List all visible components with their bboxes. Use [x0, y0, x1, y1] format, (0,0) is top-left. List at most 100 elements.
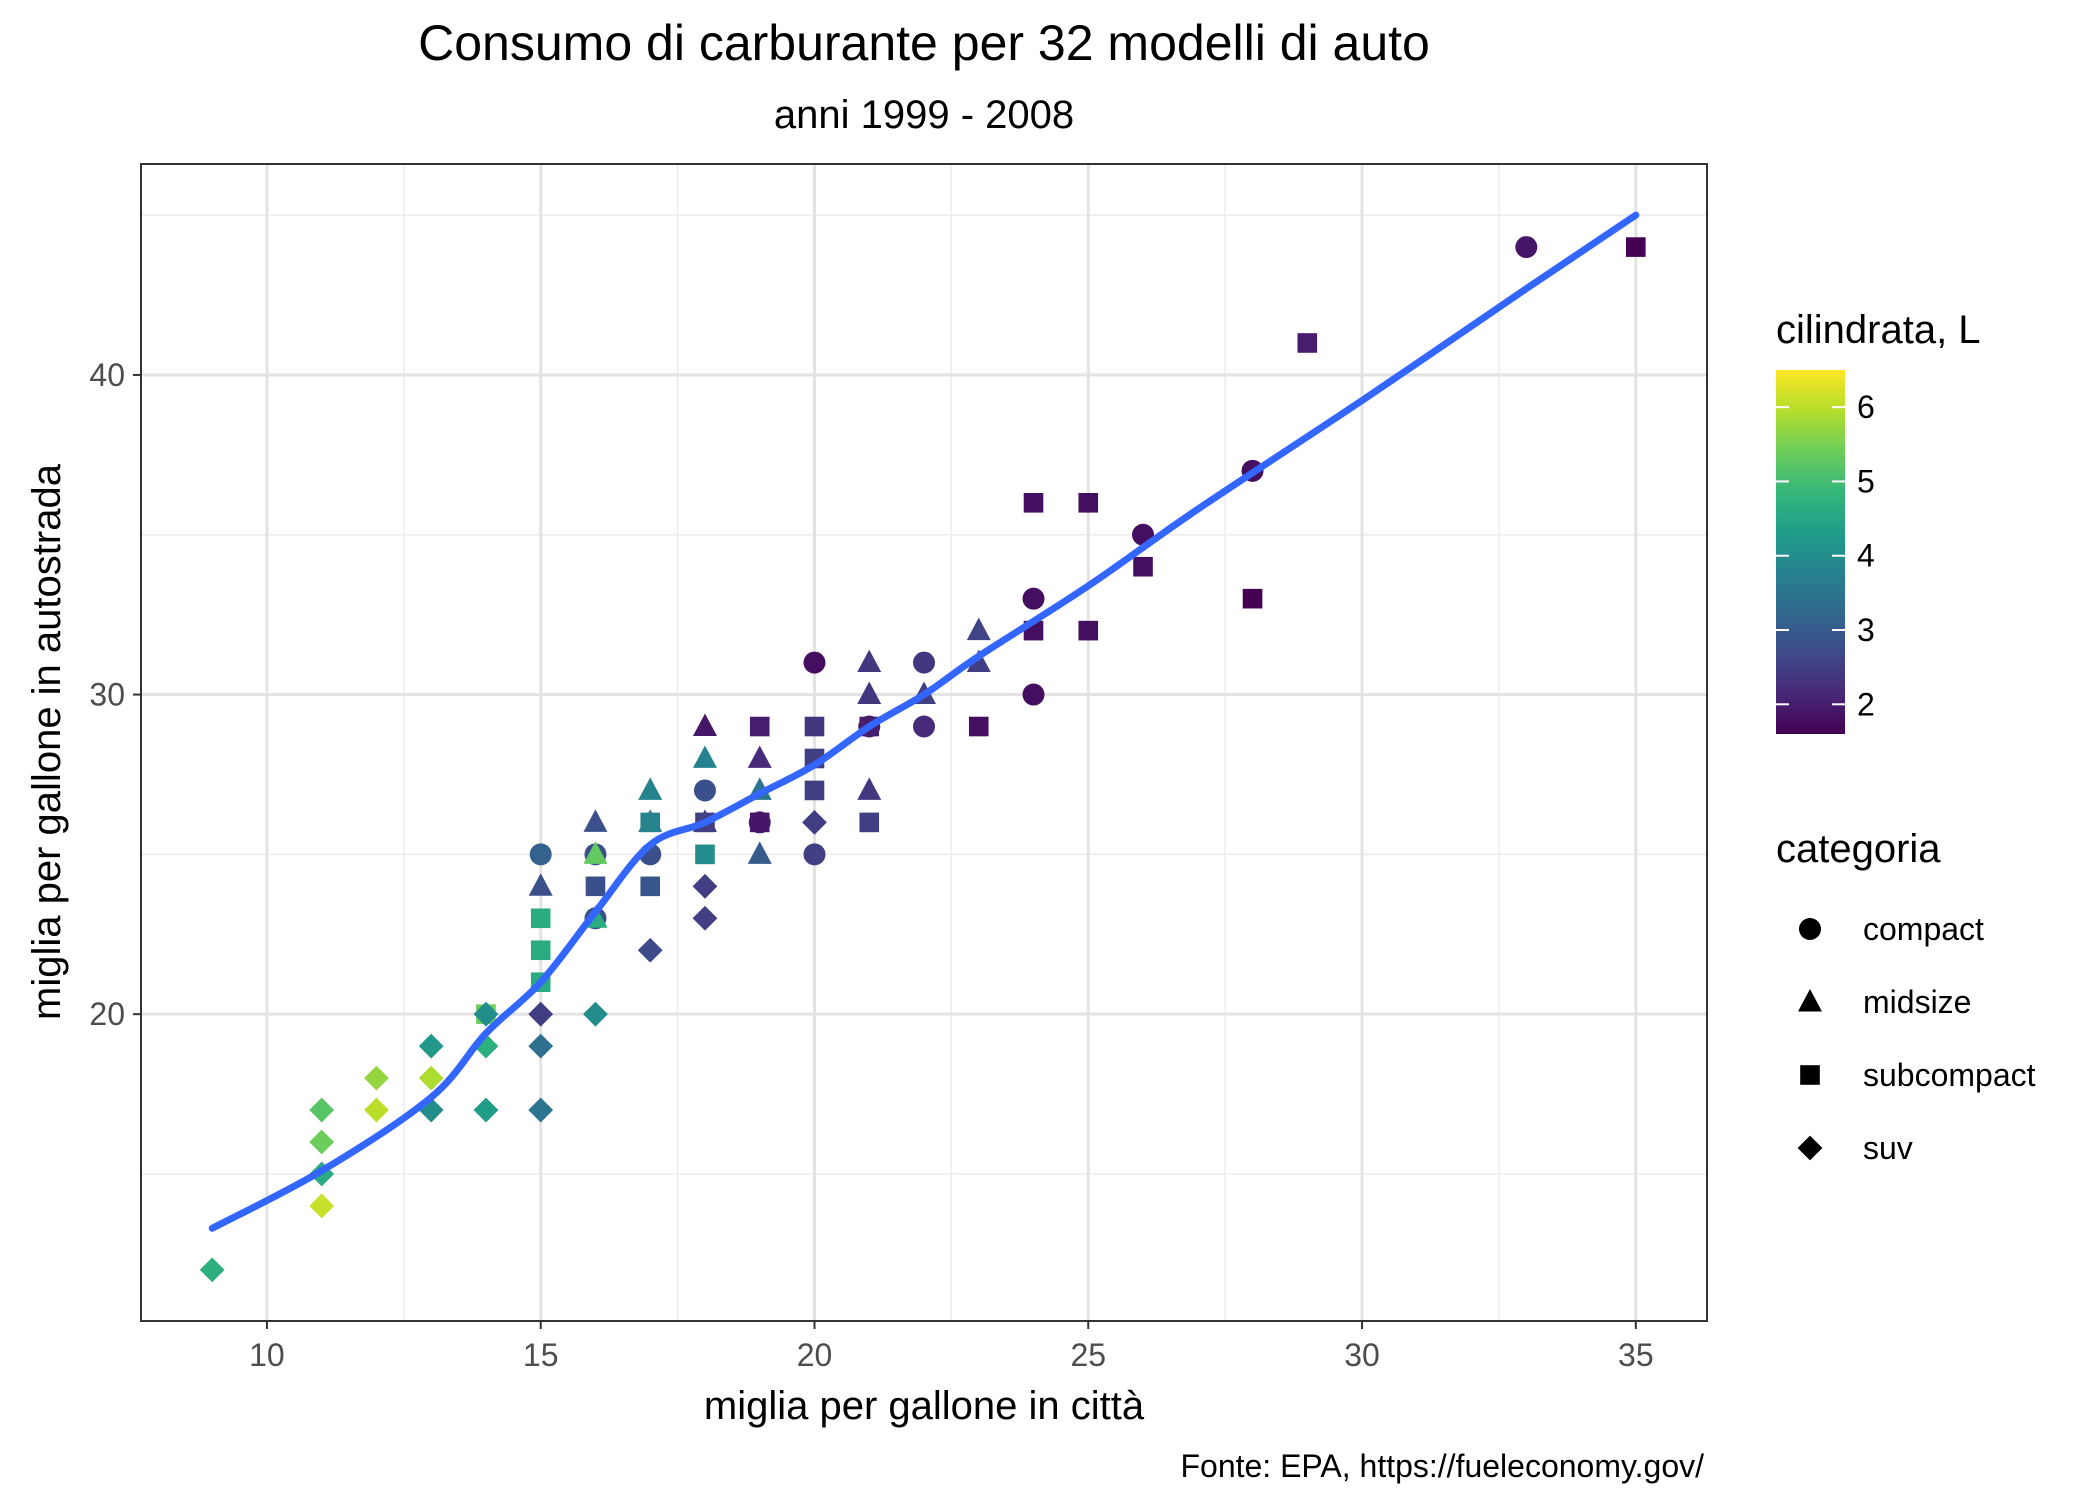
data-point-compact: [693, 779, 716, 802]
data-point-compact: [1022, 683, 1045, 706]
data-point-compact: [803, 651, 826, 674]
data-point-compact: [529, 843, 552, 866]
data-point-suv: [364, 1065, 389, 1091]
smooth-trend-line: [208, 211, 1640, 1232]
colorbar-tick-label: 2: [1857, 686, 1875, 722]
data-point-suv: [528, 1033, 554, 1059]
colorbar-tick-label: 6: [1857, 389, 1875, 425]
data-point-subcompact: [640, 812, 661, 833]
data-point-midsize: [638, 777, 663, 800]
data-point-subcompact: [968, 716, 989, 737]
plot-panel: [140, 163, 1708, 1322]
data-point-suv: [583, 1001, 608, 1027]
data-point-suv: [418, 1097, 444, 1123]
data-point-subcompact: [640, 876, 661, 897]
data-point-midsize: [692, 713, 717, 736]
data-point-midsize: [966, 649, 991, 673]
data-point-suv: [364, 1097, 389, 1123]
data-point-suv: [309, 1129, 335, 1155]
data-point-compact: [913, 715, 935, 738]
data-point-suv: [199, 1257, 225, 1283]
data-point-compact: [803, 843, 826, 866]
data-point-subcompact: [749, 716, 770, 737]
colorbar: [1776, 370, 1845, 734]
legend-label: suv: [1863, 1130, 1913, 1166]
x-tick-label: 35: [1618, 1337, 1654, 1373]
shape-legend-items: compact midsize subcompact suv: [1797, 911, 2036, 1166]
legend-label: compact: [1863, 911, 1984, 947]
panel-border: [140, 163, 1708, 1322]
data-point-compact: [1022, 587, 1045, 610]
data-point-subcompact: [585, 876, 606, 897]
data-point-midsize: [857, 649, 882, 673]
data-point-subcompact: [1078, 492, 1099, 513]
data-point-midsize: [692, 745, 717, 768]
y-tick-label: 20: [89, 996, 125, 1032]
data-point-subcompact: [859, 812, 880, 833]
data-point-suv: [418, 1033, 444, 1059]
triangle-icon: [1798, 988, 1822, 1012]
data-point-suv: [473, 1001, 499, 1027]
data-point-midsize: [583, 809, 608, 832]
y-axis: 20 30 40: [89, 357, 141, 1032]
data-point-suv: [692, 905, 718, 931]
legend-label: subcompact: [1863, 1057, 2036, 1093]
data-point-midsize: [857, 777, 882, 800]
legend-item-midsize: midsize: [1798, 984, 1971, 1020]
x-tick-label: 15: [523, 1337, 559, 1373]
data-point-subcompact: [1242, 588, 1263, 609]
data-point-subcompact: [1078, 620, 1099, 641]
data-point-subcompact: [695, 844, 715, 865]
y-tick-label: 30: [89, 677, 125, 713]
data-point-subcompact: [530, 908, 551, 929]
circle-icon: [1799, 918, 1821, 940]
x-axis-label: miglia per gallone in città: [704, 1384, 1145, 1428]
data-point-suv: [692, 873, 718, 899]
data-point-midsize: [747, 745, 772, 768]
legend-item-suv: suv: [1797, 1130, 1913, 1166]
data-point-suv: [802, 810, 827, 835]
x-tick-label: 30: [1344, 1337, 1380, 1373]
square-icon: [1800, 1065, 1820, 1085]
chart-title: Consumo di carburante per 32 modelli di …: [418, 15, 1430, 71]
data-point-suv: [637, 937, 663, 963]
x-tick-label: 25: [1070, 1337, 1106, 1373]
data-point-suv: [528, 1001, 554, 1027]
color-legend-title: cilindrata, L: [1776, 308, 1981, 352]
shape-legend: categoria compact midsize subcompact suv: [1776, 827, 2036, 1166]
data-points: [199, 236, 1646, 1283]
panel-background: [141, 164, 1707, 1321]
colorbar-tick-label: 5: [1857, 463, 1875, 499]
minor-gridlines: [141, 164, 1707, 1321]
x-tick-label: 10: [249, 1337, 285, 1373]
shape-legend-title: categoria: [1776, 827, 1941, 871]
data-point-subcompact: [804, 716, 825, 737]
data-point-suv: [473, 1097, 499, 1123]
chart-subtitle: anni 1999 - 2008: [774, 93, 1074, 137]
data-point-suv: [309, 1097, 335, 1123]
data-point-midsize: [528, 873, 553, 896]
legend-item-compact: compact: [1799, 911, 1984, 947]
data-point-suv: [418, 1065, 444, 1091]
legend-item-subcompact: subcompact: [1800, 1057, 2036, 1093]
legend-label: midsize: [1863, 984, 1971, 1020]
data-point-subcompact: [1626, 237, 1646, 257]
x-axis: 10 15 20 25 30 35: [249, 1321, 1654, 1373]
data-point-subcompact: [1297, 333, 1318, 353]
data-point-subcompact: [530, 940, 551, 961]
data-point-compact: [1515, 236, 1538, 259]
data-point-compact: [913, 651, 935, 674]
y-tick-label: 40: [89, 357, 125, 393]
data-point-midsize: [747, 841, 772, 864]
data-point-suv: [309, 1193, 335, 1219]
colorbar-ticks: 2 3 4 5 6: [1776, 389, 1875, 722]
colorbar-tick-label: 3: [1857, 612, 1875, 648]
x-tick-label: 20: [797, 1337, 833, 1373]
y-axis-label: miglia per gallone in autostrada: [25, 463, 69, 1020]
data-point-midsize: [966, 617, 991, 641]
data-point-subcompact: [749, 812, 770, 833]
color-legend: cilindrata, L 2 3 4 5 6: [1776, 308, 1981, 734]
data-point-subcompact: [1023, 492, 1044, 513]
data-point-midsize: [583, 841, 608, 864]
